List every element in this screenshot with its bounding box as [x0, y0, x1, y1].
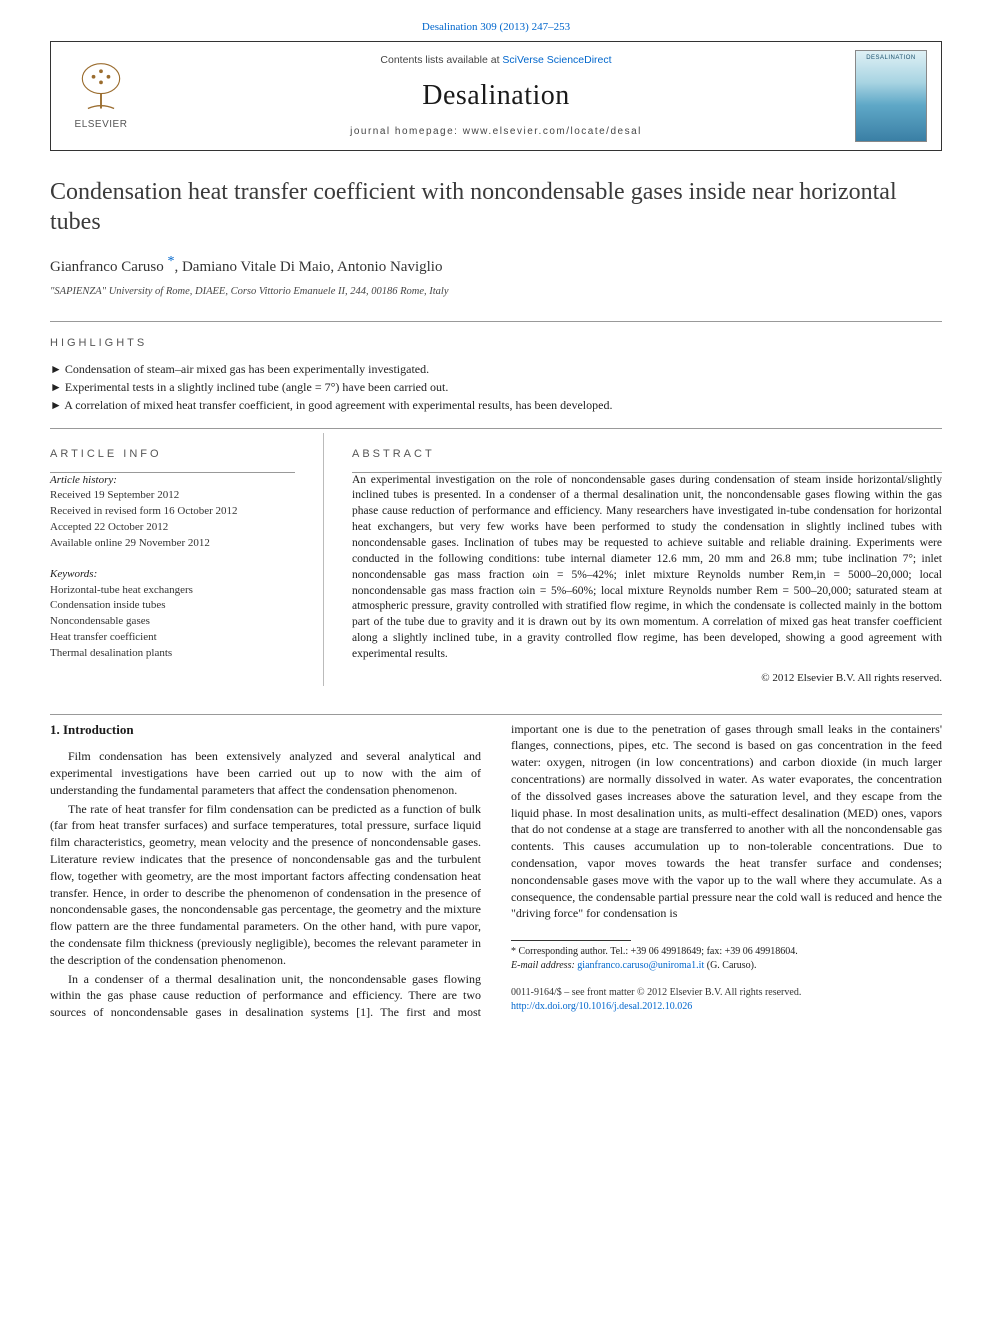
journal-header-box: ELSEVIER Contents lists available at Sci… — [50, 41, 942, 151]
authors-line: Gianfranco Caruso *, Damiano Vitale Di M… — [50, 253, 942, 277]
abstract-label: ABSTRACT — [352, 447, 942, 462]
body-two-column: 1. Introduction Film condensation has be… — [50, 721, 942, 1021]
keyword: Horizontal-tube heat exchangers — [50, 583, 295, 598]
journal-homepage: journal homepage: www.elsevier.com/locat… — [137, 125, 855, 139]
highlight-item: Experimental tests in a slightly incline… — [50, 379, 942, 395]
author-0: Gianfranco Caruso — [50, 259, 164, 275]
history-line: Received in revised form 16 October 2012 — [50, 504, 295, 519]
abstract-text: An experimental investigation on the rol… — [352, 473, 942, 663]
history-label: Article history: — [50, 473, 295, 488]
highlight-item: Condensation of steam–air mixed gas has … — [50, 361, 942, 377]
email-owner: (G. Caruso). — [707, 960, 757, 971]
doi-link[interactable]: http://dx.doi.org/10.1016/j.desal.2012.1… — [511, 1001, 692, 1012]
journal-cover-thumbnail: DESALINATION — [855, 50, 927, 142]
divider — [50, 714, 942, 715]
header-center: Contents lists available at SciVerse Sci… — [137, 53, 855, 138]
article-info-label: ARTICLE INFO — [50, 447, 295, 462]
article-title: Condensation heat transfer coefficient w… — [50, 177, 942, 237]
elsevier-logo: ELSEVIER — [65, 54, 137, 138]
history-line: Accepted 22 October 2012 — [50, 520, 295, 535]
keyword: Heat transfer coefficient — [50, 630, 295, 645]
author-2: Antonio Naviglio — [337, 259, 442, 275]
corresponding-footnote: * Corresponding author. Tel.: +39 06 499… — [511, 945, 942, 972]
divider — [50, 321, 942, 322]
corresponding-mark-icon: * — [511, 946, 519, 957]
keyword: Thermal desalination plants — [50, 646, 295, 661]
footnote-divider — [511, 940, 631, 941]
body-paragraph: The rate of heat transfer for film conde… — [50, 801, 481, 969]
keywords-label: Keywords: — [50, 567, 295, 582]
abstract-column: ABSTRACT An experimental investigation o… — [323, 433, 942, 686]
page-footer-meta: 0011-9164/$ – see front matter © 2012 El… — [511, 986, 942, 1013]
corresponding-mark-icon: * — [167, 254, 174, 269]
keyword: Condensation inside tubes — [50, 598, 295, 613]
section-heading-intro: 1. Introduction — [50, 721, 481, 739]
email-label: E-mail address: — [511, 960, 575, 971]
top-citation: 309 (2013) 247–253 — [480, 21, 570, 33]
top-journal: Desalination — [422, 21, 478, 33]
history-line: Received 19 September 2012 — [50, 488, 295, 503]
cover-title: DESALINATION — [856, 54, 926, 62]
history-line: Available online 29 November 2012 — [50, 536, 295, 551]
article-info-column: ARTICLE INFO Article history: Received 1… — [50, 433, 295, 686]
sciencedirect-link[interactable]: SciVerse ScienceDirect — [502, 54, 611, 66]
author-affiliation: "SAPIENZA" University of Rome, DIAEE, Co… — [50, 285, 942, 299]
journal-name: Desalination — [137, 77, 855, 115]
contents-line: Contents lists available at SciVerse Sci… — [137, 53, 855, 67]
body-paragraph: Film condensation has been extensively a… — [50, 748, 481, 798]
corresponding-text: Corresponding author. Tel.: +39 06 49918… — [519, 946, 798, 957]
author-email-link[interactable]: gianfranco.caruso@uniroma1.it — [577, 960, 704, 971]
keyword: Noncondensable gases — [50, 614, 295, 629]
elsevier-tree-icon — [73, 60, 129, 116]
divider — [50, 428, 942, 429]
abstract-copyright: © 2012 Elsevier B.V. All rights reserved… — [352, 671, 942, 686]
highlights-label: HIGHLIGHTS — [50, 336, 942, 351]
highlights-section: HIGHLIGHTS Condensation of steam–air mix… — [50, 336, 942, 413]
highlight-item: A correlation of mixed heat transfer coe… — [50, 397, 942, 413]
issn-line: 0011-9164/$ – see front matter © 2012 El… — [511, 986, 942, 1000]
author-1: Damiano Vitale Di Maio — [182, 259, 330, 275]
journal-citation-link[interactable]: Desalination 309 (2013) 247–253 — [50, 20, 942, 35]
info-abstract-row: ARTICLE INFO Article history: Received 1… — [50, 433, 942, 686]
publisher-brand: ELSEVIER — [75, 118, 128, 132]
